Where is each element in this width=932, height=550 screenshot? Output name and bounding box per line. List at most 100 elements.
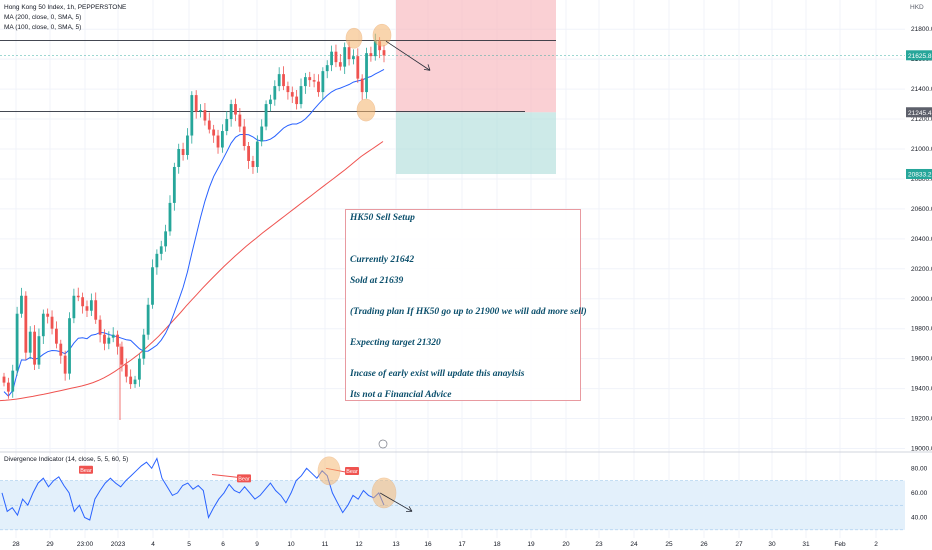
- candle-body: [229, 104, 233, 120]
- candle-body: [129, 376, 133, 385]
- price-tag: [906, 50, 932, 61]
- candle-body: [24, 295, 28, 353]
- price-tick-label: 20800.0: [911, 176, 932, 183]
- note-trading-plan: (Trading plan If HK50 go up to 21900 we …: [350, 307, 587, 317]
- ma200-legend: MA (200, close, 0, SMA, 5): [4, 14, 82, 21]
- candle-body: [33, 331, 36, 365]
- price-tick-label: 20200.0: [911, 266, 932, 273]
- replay-icon: [378, 439, 388, 449]
- candle-body: [159, 246, 163, 254]
- price-tick-label: 19000.0: [911, 446, 932, 453]
- candle-body: [76, 295, 80, 298]
- candle-body: [303, 77, 307, 87]
- candle-body: [251, 160, 255, 167]
- time-tick-label: 26: [700, 541, 708, 548]
- candle-body: [338, 62, 342, 67]
- price-tick-label: 19200.0: [911, 416, 932, 423]
- candle-body: [11, 370, 15, 392]
- candle-body: [295, 96, 299, 105]
- candle-body: [347, 47, 351, 60]
- candle-body: [103, 334, 106, 344]
- price-tick-label: 21800.0: [911, 26, 932, 33]
- note-sold: Sold at 21639: [350, 276, 404, 286]
- candle-body: [247, 146, 250, 161]
- candle-body: [308, 77, 312, 81]
- candle-body: [146, 304, 150, 335]
- price-tick-label: 21400.0: [911, 86, 932, 93]
- candle-body: [352, 56, 355, 60]
- candle-body: [142, 334, 146, 359]
- bear-label-box: [79, 465, 93, 474]
- note-target: Expecting target 21320: [350, 338, 441, 348]
- bear-label: Bear: [346, 469, 358, 475]
- time-tick-label: 18: [493, 541, 501, 548]
- indicator-tick-label: 40.00: [911, 515, 928, 522]
- candle-body: [168, 202, 172, 232]
- candle-body: [138, 358, 141, 380]
- indicator-arrow: [379, 492, 413, 512]
- candle-body: [282, 74, 285, 87]
- candle-body: [238, 114, 242, 127]
- candle-body: [356, 56, 360, 79]
- candle-body: [199, 110, 202, 112]
- ma100-line: [3, 68, 385, 397]
- indicator-title: Divergence Indicator (14, close, 5, 5, 6…: [4, 456, 129, 463]
- ma100-legend: MA (100, close, 0, SMA, 5): [4, 24, 82, 31]
- candle-body: [116, 334, 119, 347]
- note-disclaimer: Its not a Financial Advice: [350, 390, 452, 400]
- candle-body: [260, 126, 264, 142]
- candle-body: [277, 74, 281, 87]
- indicator-tick-label: 80.00: [911, 465, 928, 472]
- horizontal-levels: [0, 40, 905, 112]
- time-tick-label: 30: [768, 541, 776, 548]
- time-tick-label: 27: [735, 541, 743, 548]
- candle-body: [177, 149, 181, 167]
- candle-body: [190, 95, 194, 136]
- candlesticks: [2, 33, 386, 421]
- candle-body: [343, 47, 347, 67]
- time-tick-label: 25: [665, 541, 673, 548]
- candle-body: [124, 364, 128, 377]
- price-tick-label: 21200.0: [911, 116, 932, 123]
- candle-body: [225, 119, 229, 132]
- candle-body: [212, 129, 216, 136]
- candle-body: [15, 313, 19, 371]
- candle-body: [207, 120, 211, 130]
- candle-body: [133, 379, 137, 385]
- time-tick-label: 9: [255, 541, 259, 548]
- indicator-highlight-2: [371, 477, 397, 509]
- currency-label: HKD: [910, 4, 924, 11]
- note-early-exit: Incase of early exist will update this a…: [350, 369, 525, 379]
- price-tick-label: 21000.0: [911, 146, 932, 153]
- candle-body: [89, 300, 93, 311]
- time-tick-label: 23: [595, 541, 603, 548]
- time-tick-label: 24: [630, 541, 638, 548]
- time-tick-label: 31: [802, 541, 810, 548]
- candle-body: [255, 141, 259, 167]
- bear-label: Bear: [238, 476, 250, 482]
- bear-label: Bear: [80, 468, 92, 474]
- note-current: Currently 21642: [350, 255, 415, 265]
- note-title: HK50 Sell Setup: [350, 213, 415, 223]
- price-tag-label: 20833.2: [908, 171, 932, 178]
- candle-body: [360, 78, 364, 93]
- time-tick-label: 11: [322, 541, 329, 548]
- projection-arrow-head: [423, 64, 431, 71]
- price-tick-label: 20600.0: [911, 206, 932, 213]
- candle-body: [172, 166, 176, 203]
- moving-averages: [0, 68, 385, 402]
- candle-body: [269, 99, 272, 105]
- divergence-indicator-pane: 80.00 60.00 40.00 Bear Bear Bear: [0, 451, 932, 531]
- candle-body: [273, 86, 277, 100]
- candle-body: [41, 313, 45, 337]
- candle-body: [72, 295, 76, 319]
- candle-body: [155, 253, 159, 268]
- candle-body: [2, 376, 6, 383]
- price-tick-label: 20000.0: [911, 296, 932, 303]
- time-tick-label: 17: [458, 541, 466, 548]
- candle-body: [365, 53, 368, 93]
- chart-title: Hong Kong 50 Index, 1h, PEPPERSTONE: [4, 4, 127, 11]
- candle-body: [286, 86, 290, 93]
